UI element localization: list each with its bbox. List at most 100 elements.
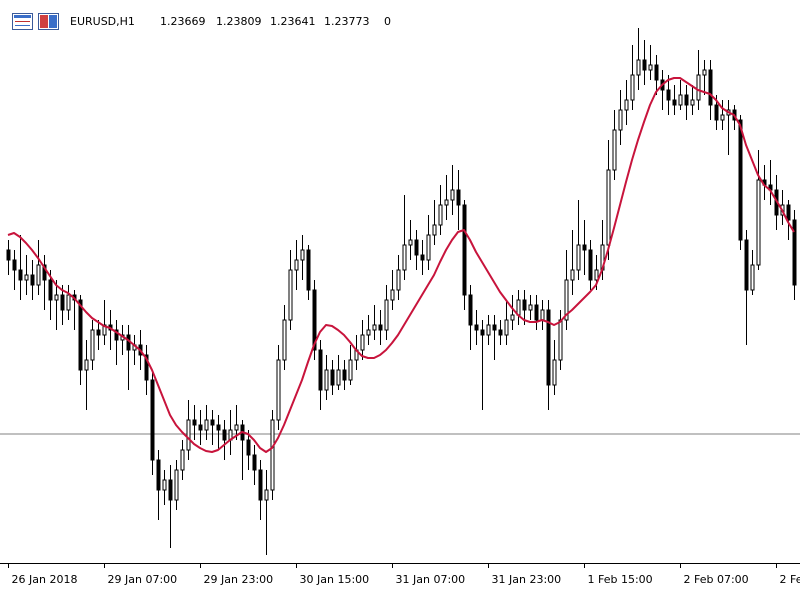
- candle-body: [66, 294, 71, 311]
- candle-body: [426, 234, 431, 261]
- time-label: 2 Feb 23:00: [780, 573, 800, 586]
- candle-body: [174, 469, 179, 501]
- candle-body: [54, 294, 59, 301]
- candle-body: [402, 244, 407, 271]
- header-high: 1.23809: [216, 15, 262, 28]
- time-label: 31 Jan 07:00: [396, 573, 466, 586]
- candle-body: [480, 329, 485, 336]
- candle-body: [786, 204, 791, 221]
- header-close: 1.23773: [324, 15, 370, 28]
- candle-body: [438, 204, 443, 226]
- candle-body: [582, 244, 587, 251]
- candle-body: [486, 324, 491, 336]
- candle-body: [90, 329, 95, 361]
- candle-body: [204, 419, 209, 431]
- header-low: 1.23641: [270, 15, 316, 28]
- candle-body: [288, 269, 293, 321]
- candle-body: [510, 314, 515, 321]
- candle-body: [162, 479, 167, 491]
- candle-body: [540, 309, 545, 321]
- icon-bar: [14, 15, 31, 18]
- candle-body: [24, 274, 29, 281]
- time-label: 1 Feb 15:00: [588, 573, 653, 586]
- candle-body: [420, 254, 425, 261]
- candle-body: [48, 279, 53, 301]
- candle-body: [168, 479, 173, 501]
- candle-body: [282, 319, 287, 361]
- candle-body: [12, 259, 17, 271]
- candle-body: [264, 489, 269, 501]
- candle-body: [666, 89, 671, 101]
- candle-body: [450, 189, 455, 201]
- candle-body: [468, 294, 473, 326]
- time-label: 30 Jan 15:00: [300, 573, 370, 586]
- candle-body: [222, 429, 227, 441]
- candle-body: [198, 424, 203, 431]
- time-label: 2 Feb 07:00: [684, 573, 749, 586]
- candle-body: [696, 74, 701, 101]
- candle-body: [756, 179, 761, 266]
- candle-body: [366, 329, 371, 336]
- candle-body: [594, 269, 599, 281]
- header-volume: 0: [384, 15, 391, 28]
- candle-body: [648, 64, 653, 71]
- candle-body: [708, 69, 713, 106]
- time-label: 29 Jan 07:00: [108, 573, 178, 586]
- candle-body: [528, 304, 533, 311]
- candle-body: [456, 189, 461, 206]
- candle-body: [516, 299, 521, 316]
- candle-body: [114, 329, 119, 341]
- icon-chart-list: [12, 13, 33, 30]
- candle-body: [150, 379, 155, 461]
- candle-body: [534, 304, 539, 321]
- candle-body: [618, 109, 623, 131]
- candle-body: [342, 369, 347, 381]
- candle-body: [36, 264, 41, 286]
- header-open: 1.23669: [160, 15, 206, 28]
- candle-body: [348, 359, 353, 381]
- candle-body: [246, 439, 251, 456]
- icon-templates: [38, 13, 59, 30]
- candle-body: [396, 269, 401, 291]
- candle-body: [552, 359, 557, 386]
- candle-body: [654, 64, 659, 81]
- candle-body: [378, 324, 383, 331]
- candle-body: [690, 99, 695, 106]
- time-label: 29 Jan 23:00: [204, 573, 274, 586]
- candle-body: [564, 279, 569, 321]
- time-label: 26 Jan 2018: [12, 573, 78, 586]
- candle-body: [630, 74, 635, 101]
- candle-body: [216, 424, 221, 431]
- candle-body: [462, 204, 467, 296]
- candle-body: [156, 459, 161, 491]
- plot-area: [0, 28, 800, 555]
- candle-body: [702, 69, 707, 76]
- candle-body: [312, 289, 317, 351]
- candle-body: [624, 99, 629, 111]
- candle-body: [492, 324, 497, 331]
- candle-body: [408, 239, 413, 246]
- candle-body: [210, 419, 215, 426]
- candle-body: [234, 424, 239, 431]
- candle-body: [570, 269, 575, 281]
- symbol: EURUSD,H1: [70, 15, 135, 28]
- candle-body: [432, 224, 437, 236]
- candle-body: [270, 419, 275, 491]
- candle-body: [324, 369, 329, 391]
- candle-body: [372, 324, 377, 331]
- candle-body: [18, 269, 23, 281]
- candle-body: [714, 104, 719, 121]
- candle-body: [336, 369, 341, 386]
- candle-body: [444, 199, 449, 206]
- candle-body: [672, 99, 677, 106]
- candle-body: [78, 299, 83, 371]
- candle-body: [330, 369, 335, 386]
- icon-block: [40, 15, 48, 28]
- candle-body: [792, 219, 797, 286]
- candle-body: [744, 239, 749, 291]
- candle-body: [42, 264, 47, 281]
- candle-body: [390, 289, 395, 301]
- candle-body: [720, 114, 725, 121]
- candle-body: [258, 469, 263, 501]
